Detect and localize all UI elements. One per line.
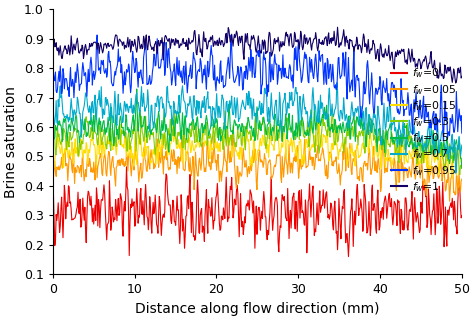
f_w=0.5 (50, 136, 55, 140)
f_w=0.05 (459, 177, 465, 181)
Y-axis label: Brine saturation: Brine saturation (4, 86, 18, 198)
f_w=0.5 (122, 129, 128, 133)
f_w=0.5 (359, 116, 365, 119)
f_w=1 (155, 40, 161, 44)
Legend: $f_w$=0, $f_w$=0.05, $f_w$=0.15, $f_w$=0.3, $f_w$=0.5, $f_w$=0.7, $f_w$=0.95, $f: $f_w$=0, $f_w$=0.05, $f_w$=0.15, $f_w$=0… (387, 62, 461, 198)
f_w=0.15 (292, 143, 297, 147)
Line: f_w=0.3: f_w=0.3 (53, 110, 462, 174)
f_w=0.5 (459, 166, 465, 170)
f_w=0.5 (292, 129, 297, 133)
f_w=1 (122, 44, 128, 47)
f_w=0.95 (324, 82, 329, 86)
f_w=0.5 (236, 125, 241, 129)
f_w=1 (459, 75, 465, 78)
f_w=1 (323, 35, 329, 39)
f_w=1 (291, 43, 297, 46)
f_w=0.15 (155, 162, 161, 165)
f_w=0.7 (453, 171, 458, 175)
f_w=0.05 (447, 199, 452, 203)
f_w=0.7 (50, 102, 55, 106)
Line: f_w=0.5: f_w=0.5 (53, 89, 462, 168)
f_w=0.5 (156, 109, 162, 113)
f_w=0.05 (324, 163, 329, 167)
f_w=1 (235, 40, 241, 44)
f_w=0.7 (334, 81, 340, 84)
f_w=0.3 (122, 136, 128, 140)
f_w=0.7 (323, 117, 329, 121)
f_w=1 (359, 51, 365, 55)
f_w=0.15 (236, 150, 241, 154)
f_w=0.3 (459, 166, 465, 170)
f_w=0.3 (155, 127, 161, 131)
f_w=0.95 (94, 33, 100, 37)
f_w=0.05 (50, 165, 55, 169)
f_w=0.95 (156, 66, 162, 70)
f_w=0.5 (324, 103, 329, 107)
f_w=0 (124, 165, 129, 169)
f_w=0.3 (457, 172, 463, 176)
f_w=0.95 (359, 116, 365, 120)
f_w=0.5 (134, 87, 140, 91)
f_w=0.95 (123, 78, 128, 82)
f_w=0.7 (122, 102, 128, 106)
f_w=0.15 (449, 177, 455, 181)
f_w=0.7 (155, 94, 161, 98)
f_w=0 (459, 214, 465, 218)
f_w=0 (292, 218, 297, 222)
f_w=0.3 (324, 130, 329, 134)
f_w=0 (122, 209, 128, 213)
Line: f_w=0.95: f_w=0.95 (53, 35, 462, 140)
f_w=0.15 (122, 132, 128, 136)
f_w=0 (359, 210, 365, 214)
f_w=0.05 (236, 181, 241, 185)
f_w=0.15 (222, 109, 228, 113)
f_w=0.05 (230, 131, 236, 134)
f_w=0.7 (291, 100, 297, 103)
Line: f_w=1: f_w=1 (53, 27, 462, 83)
f_w=0.05 (292, 159, 297, 163)
f_w=0.3 (292, 130, 297, 134)
f_w=0 (236, 213, 241, 217)
f_w=0.3 (50, 140, 55, 143)
f_w=1 (50, 49, 55, 52)
f_w=0.95 (459, 131, 465, 135)
f_w=0.7 (459, 143, 465, 147)
f_w=1 (453, 81, 458, 85)
Line: f_w=0: f_w=0 (53, 167, 462, 257)
f_w=0 (346, 255, 351, 259)
f_w=0.3 (236, 137, 241, 141)
f_w=0 (50, 190, 55, 194)
f_w=0.15 (50, 149, 55, 153)
f_w=0 (324, 190, 329, 194)
X-axis label: Distance along flow direction (mm): Distance along flow direction (mm) (135, 302, 380, 316)
f_w=0.3 (172, 108, 177, 112)
Line: f_w=0.05: f_w=0.05 (53, 132, 462, 201)
Line: f_w=0.15: f_w=0.15 (53, 111, 462, 179)
f_w=0.05 (359, 167, 365, 171)
f_w=0.05 (122, 160, 128, 164)
f_w=0.15 (359, 148, 365, 152)
f_w=0.95 (440, 139, 446, 142)
Line: f_w=0.7: f_w=0.7 (53, 83, 462, 173)
f_w=0.15 (459, 162, 465, 165)
f_w=0.95 (292, 47, 297, 51)
f_w=0.7 (235, 105, 241, 109)
f_w=0 (156, 213, 162, 217)
f_w=1 (335, 25, 340, 29)
f_w=0.05 (155, 141, 161, 145)
f_w=0.3 (359, 129, 365, 133)
f_w=0.7 (359, 109, 365, 113)
f_w=0.15 (324, 131, 329, 134)
f_w=0.95 (50, 76, 55, 80)
f_w=0.95 (236, 68, 241, 72)
